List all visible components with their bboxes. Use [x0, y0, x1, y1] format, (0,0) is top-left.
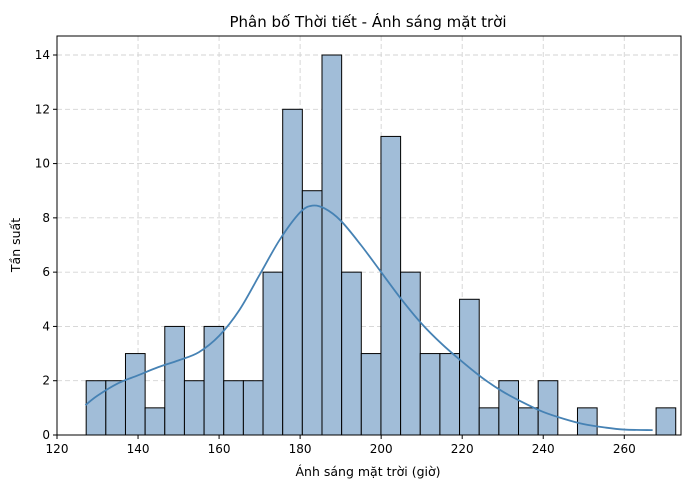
histogram-bar: [655, 407, 677, 436]
histogram-bar: [439, 353, 461, 436]
x-tick-label: 240: [532, 442, 555, 456]
histogram-bar: [360, 353, 382, 436]
plot-frame: [56, 35, 682, 436]
histogram-bar: [498, 380, 520, 436]
y-axis-label: Tần suất: [8, 218, 23, 273]
histogram-bars: [85, 54, 677, 436]
x-tick-label: 120: [46, 442, 69, 456]
histogram-bar: [321, 54, 343, 436]
histogram-bar: [478, 407, 500, 436]
histogram-bar: [242, 380, 264, 436]
chart-title: Phân bố Thời tiết - Ánh sáng mặt trời: [229, 12, 506, 31]
histogram-bar: [85, 380, 107, 436]
y-tick-label: 6: [42, 265, 50, 279]
histogram-bar: [223, 380, 244, 436]
histogram-bar: [518, 407, 539, 436]
histogram-bar: [419, 353, 441, 436]
histogram-bar: [400, 271, 421, 436]
x-tick-label: 160: [208, 442, 231, 456]
histogram-bar: [164, 325, 185, 436]
histogram-bar: [144, 407, 166, 436]
histogram-bar: [183, 380, 205, 436]
histogram-bar: [282, 108, 303, 436]
y-tick-label: 8: [42, 211, 50, 225]
histogram-bar: [576, 407, 598, 436]
x-axis-label: Ánh sáng mặt trời (giờ): [295, 464, 440, 479]
y-tick-label: 4: [42, 319, 50, 333]
y-axis-ticks: 0 2 4 6 8 10 12 14: [35, 48, 57, 442]
histogram-bar: [124, 353, 146, 436]
x-tick-label: 220: [451, 442, 474, 456]
x-axis-ticks: 120 140 160 180 200 220 240 260: [46, 435, 636, 456]
y-tick-label: 14: [35, 48, 50, 62]
histogram-bar: [341, 271, 362, 436]
x-tick-label: 260: [613, 442, 636, 456]
x-tick-label: 180: [289, 442, 312, 456]
histogram-bar: [301, 190, 323, 436]
histogram-bar: [262, 271, 284, 436]
y-tick-label: 0: [42, 428, 50, 442]
x-tick-label: 200: [370, 442, 393, 456]
y-tick-label: 12: [35, 102, 50, 116]
y-tick-label: 10: [35, 157, 50, 171]
y-tick-label: 2: [42, 374, 50, 388]
x-tick-label: 140: [127, 442, 150, 456]
kde-curve: [84, 204, 653, 432]
histogram-bar: [203, 325, 225, 436]
histogram-bar: [537, 380, 559, 436]
